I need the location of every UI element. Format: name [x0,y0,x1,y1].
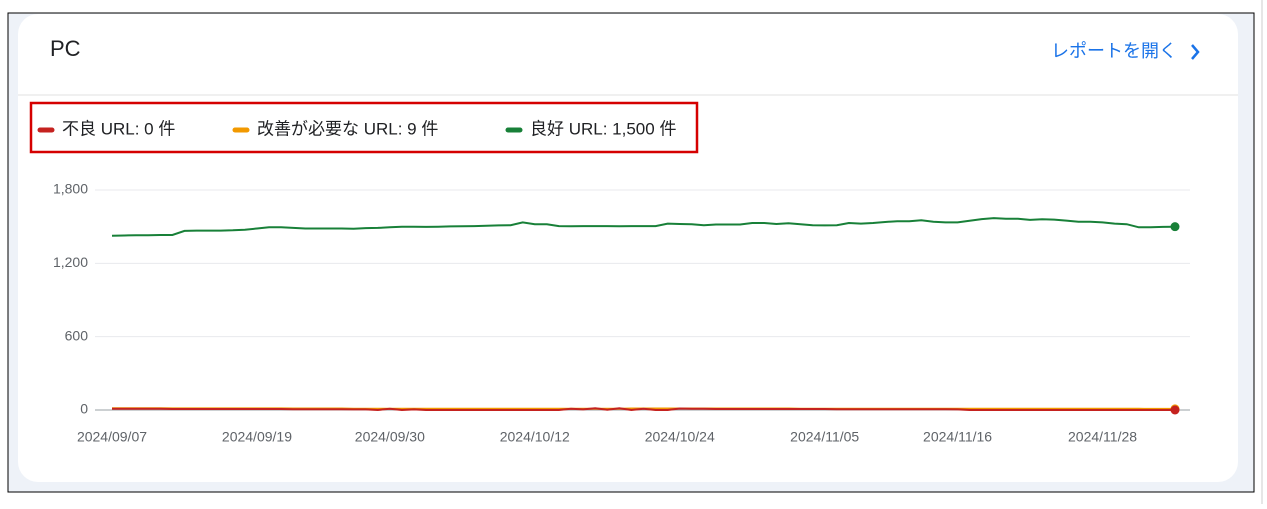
x-tick-label: 2024/11/05 [790,429,859,445]
legend-label: 不良 URL: 0 件 [62,119,175,138]
series-line [112,407,1175,412]
x-tick-label: 2024/11/28 [1068,429,1137,445]
x-tick-label: 2024/11/16 [923,429,992,445]
series-line [111,217,1176,237]
y-tick-label: 1,200 [53,254,88,270]
card [18,14,1238,482]
y-tick-label: 1,800 [53,181,88,197]
legend-label: 良好 URL: 1,500 件 [530,119,676,138]
open-report-link[interactable]: レポートを開く [1051,41,1177,61]
x-tick-label: 2024/09/30 [355,429,425,445]
legend-label: 改善が必要な URL: 9 件 [257,119,438,138]
chevron[interactable] [1191,44,1200,60]
end-point [1170,405,1180,415]
card-title: PC [50,36,81,61]
x-tick-label: 2024/10/24 [645,429,715,445]
y-tick-label: 600 [65,327,89,343]
x-tick-label: 2024/09/07 [77,429,147,445]
highlight-box [29,101,699,154]
y-tick-label: 0 [80,401,88,417]
x-tick-label: 2024/09/19 [222,429,292,445]
end-point [1170,222,1180,232]
x-tick-label: 2024/10/12 [500,429,570,445]
chart: 0 600 1,200 1,800 2024/09/07 2024/09/19 2024/0… [53,181,1190,445]
